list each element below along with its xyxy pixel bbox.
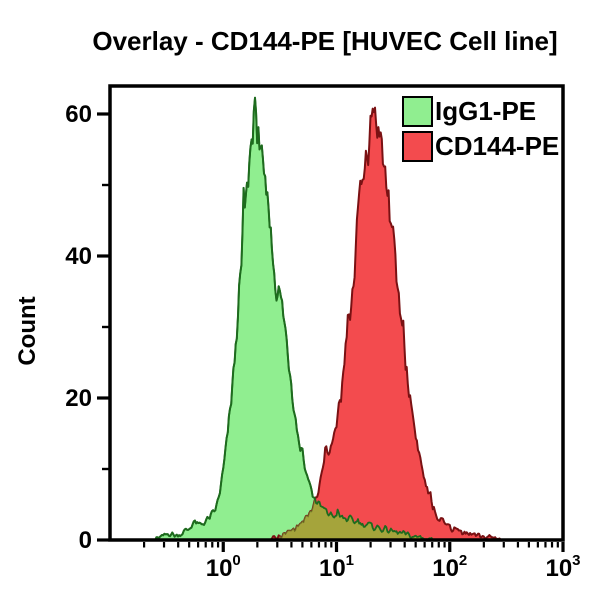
- legend-swatch-igg1-pe: [402, 96, 433, 127]
- y-tick-label-60: 60: [65, 101, 92, 128]
- y-tick-label-40: 40: [65, 243, 92, 270]
- x-tick-label-10e3: 103: [545, 552, 580, 582]
- y-tick-label-20: 20: [65, 385, 92, 412]
- legend-swatch-cd144-pe: [402, 131, 433, 162]
- legend-item-cd144-pe: CD144-PE: [402, 131, 559, 162]
- x-tick-label-10e0: 100: [206, 552, 241, 582]
- chart-title: Overlay - CD144-PE [HUVEC Cell line]: [92, 26, 558, 56]
- legend-label-cd144-pe: CD144-PE: [435, 131, 560, 161]
- legend-label-igg1-pe: IgG1-PE: [435, 96, 537, 126]
- y-tick-label-0: 0: [79, 527, 92, 554]
- x-tick-label-10e2: 102: [432, 552, 467, 582]
- legend-item-igg1-pe: IgG1-PE: [402, 96, 559, 127]
- x-tick-label-10e1: 101: [319, 552, 354, 582]
- plot-frame: [108, 84, 565, 542]
- igg1-pe-outline: [154, 96, 434, 541]
- legend: IgG1-PE CD144-PE: [402, 96, 559, 166]
